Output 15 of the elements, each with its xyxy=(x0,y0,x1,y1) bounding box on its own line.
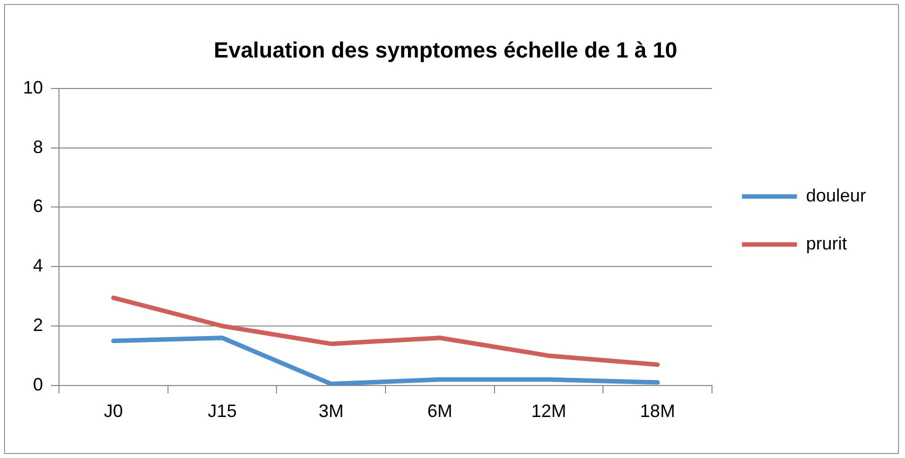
x-tick-label: J0 xyxy=(104,401,123,422)
y-tick-label: 10 xyxy=(22,77,44,98)
x-tick-label: 6M xyxy=(427,401,452,422)
chart-title: Evaluation des symptomes échelle de 1 à 10 xyxy=(214,37,678,62)
x-tick-label: 18M xyxy=(640,401,676,422)
legend-label: douleur xyxy=(806,185,866,206)
y-tick-label: 2 xyxy=(33,314,44,335)
y-tick-label: 8 xyxy=(33,136,44,157)
y-tick-label: 4 xyxy=(33,256,44,276)
y-tick-label: 6 xyxy=(33,196,44,216)
y-tick-label: 0 xyxy=(33,374,44,394)
x-tick-label: J15 xyxy=(208,401,237,422)
x-tick-label: 12M xyxy=(531,401,566,422)
x-tick-label: 3M xyxy=(318,401,344,422)
legend-label: prurit xyxy=(806,233,847,254)
